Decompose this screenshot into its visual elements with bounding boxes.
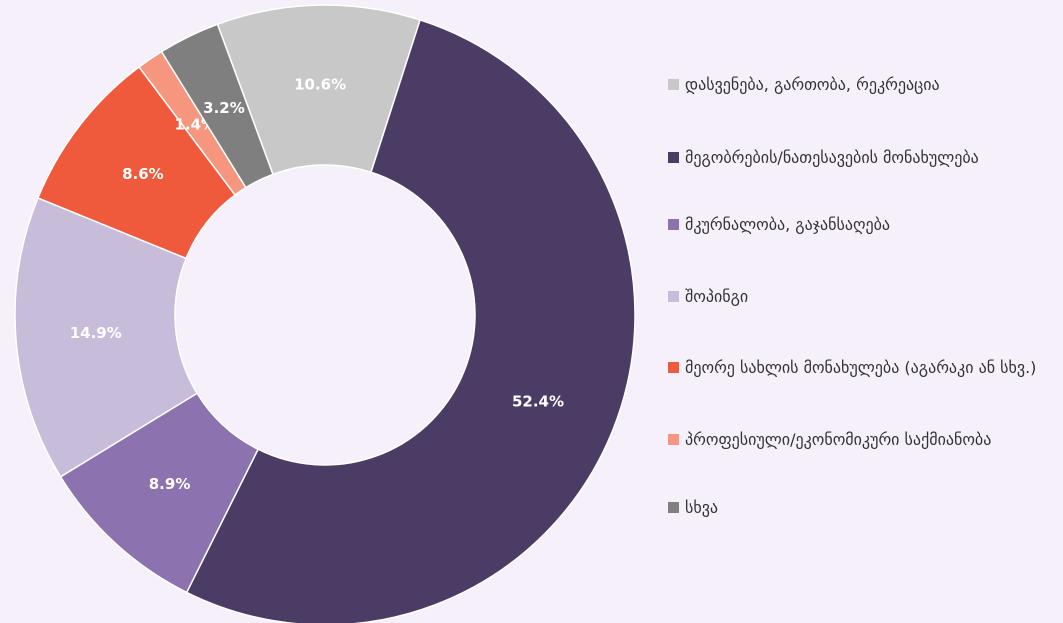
- legend-label: პროფესიული/ეკონომიკური საქმიანობა: [685, 430, 992, 449]
- legend-label: შოპინგი: [685, 287, 749, 306]
- legend-swatch: [668, 152, 679, 163]
- legend-label: მეორე სახლის მონახულება (აგარაკი ან სხვ.…: [685, 358, 1037, 377]
- data-label: 10.6%: [294, 76, 346, 94]
- legend-item: სხვა: [668, 495, 1048, 520]
- legend-swatch: [668, 291, 679, 302]
- data-label: 3.2%: [203, 99, 245, 117]
- slice: [185, 18, 636, 623]
- legend-label: მკურნალობა, გაჯანსაღება: [685, 215, 891, 234]
- legend-label: მეგობრების/ნათესავების მონახულება: [685, 148, 979, 167]
- legend-label: სხვა: [685, 498, 719, 517]
- legend-item: პროფესიული/ეკონომიკური საქმიანობა: [668, 427, 1048, 452]
- data-label: 52.4%: [512, 392, 564, 410]
- legend-swatch: [668, 219, 679, 230]
- slice: [216, 4, 422, 176]
- legend-item: მკურნალობა, გაჯანსაღება: [668, 212, 1048, 237]
- legend-item: შოპინგი: [668, 284, 1048, 309]
- slice: [160, 23, 274, 189]
- legend-swatch: [668, 502, 679, 513]
- data-label: 14.9%: [70, 324, 122, 342]
- data-label: 8.6%: [122, 165, 164, 183]
- data-label: 8.9%: [149, 475, 191, 493]
- legend-swatch: [668, 434, 679, 445]
- legend-swatch: [668, 362, 679, 373]
- legend-item: მეორე სახლის მონახულება (აგარაკი ან სხვ.…: [668, 355, 1048, 380]
- legend-swatch: [668, 79, 679, 90]
- legend-label: დასვენება, გართობა, რეკრეაცია: [685, 75, 940, 94]
- legend-item: დასვენება, გართობა, რეკრეაცია: [668, 72, 1048, 97]
- slice: [14, 196, 199, 478]
- legend-item: მეგობრების/ნათესავების მონახულება: [668, 145, 1048, 170]
